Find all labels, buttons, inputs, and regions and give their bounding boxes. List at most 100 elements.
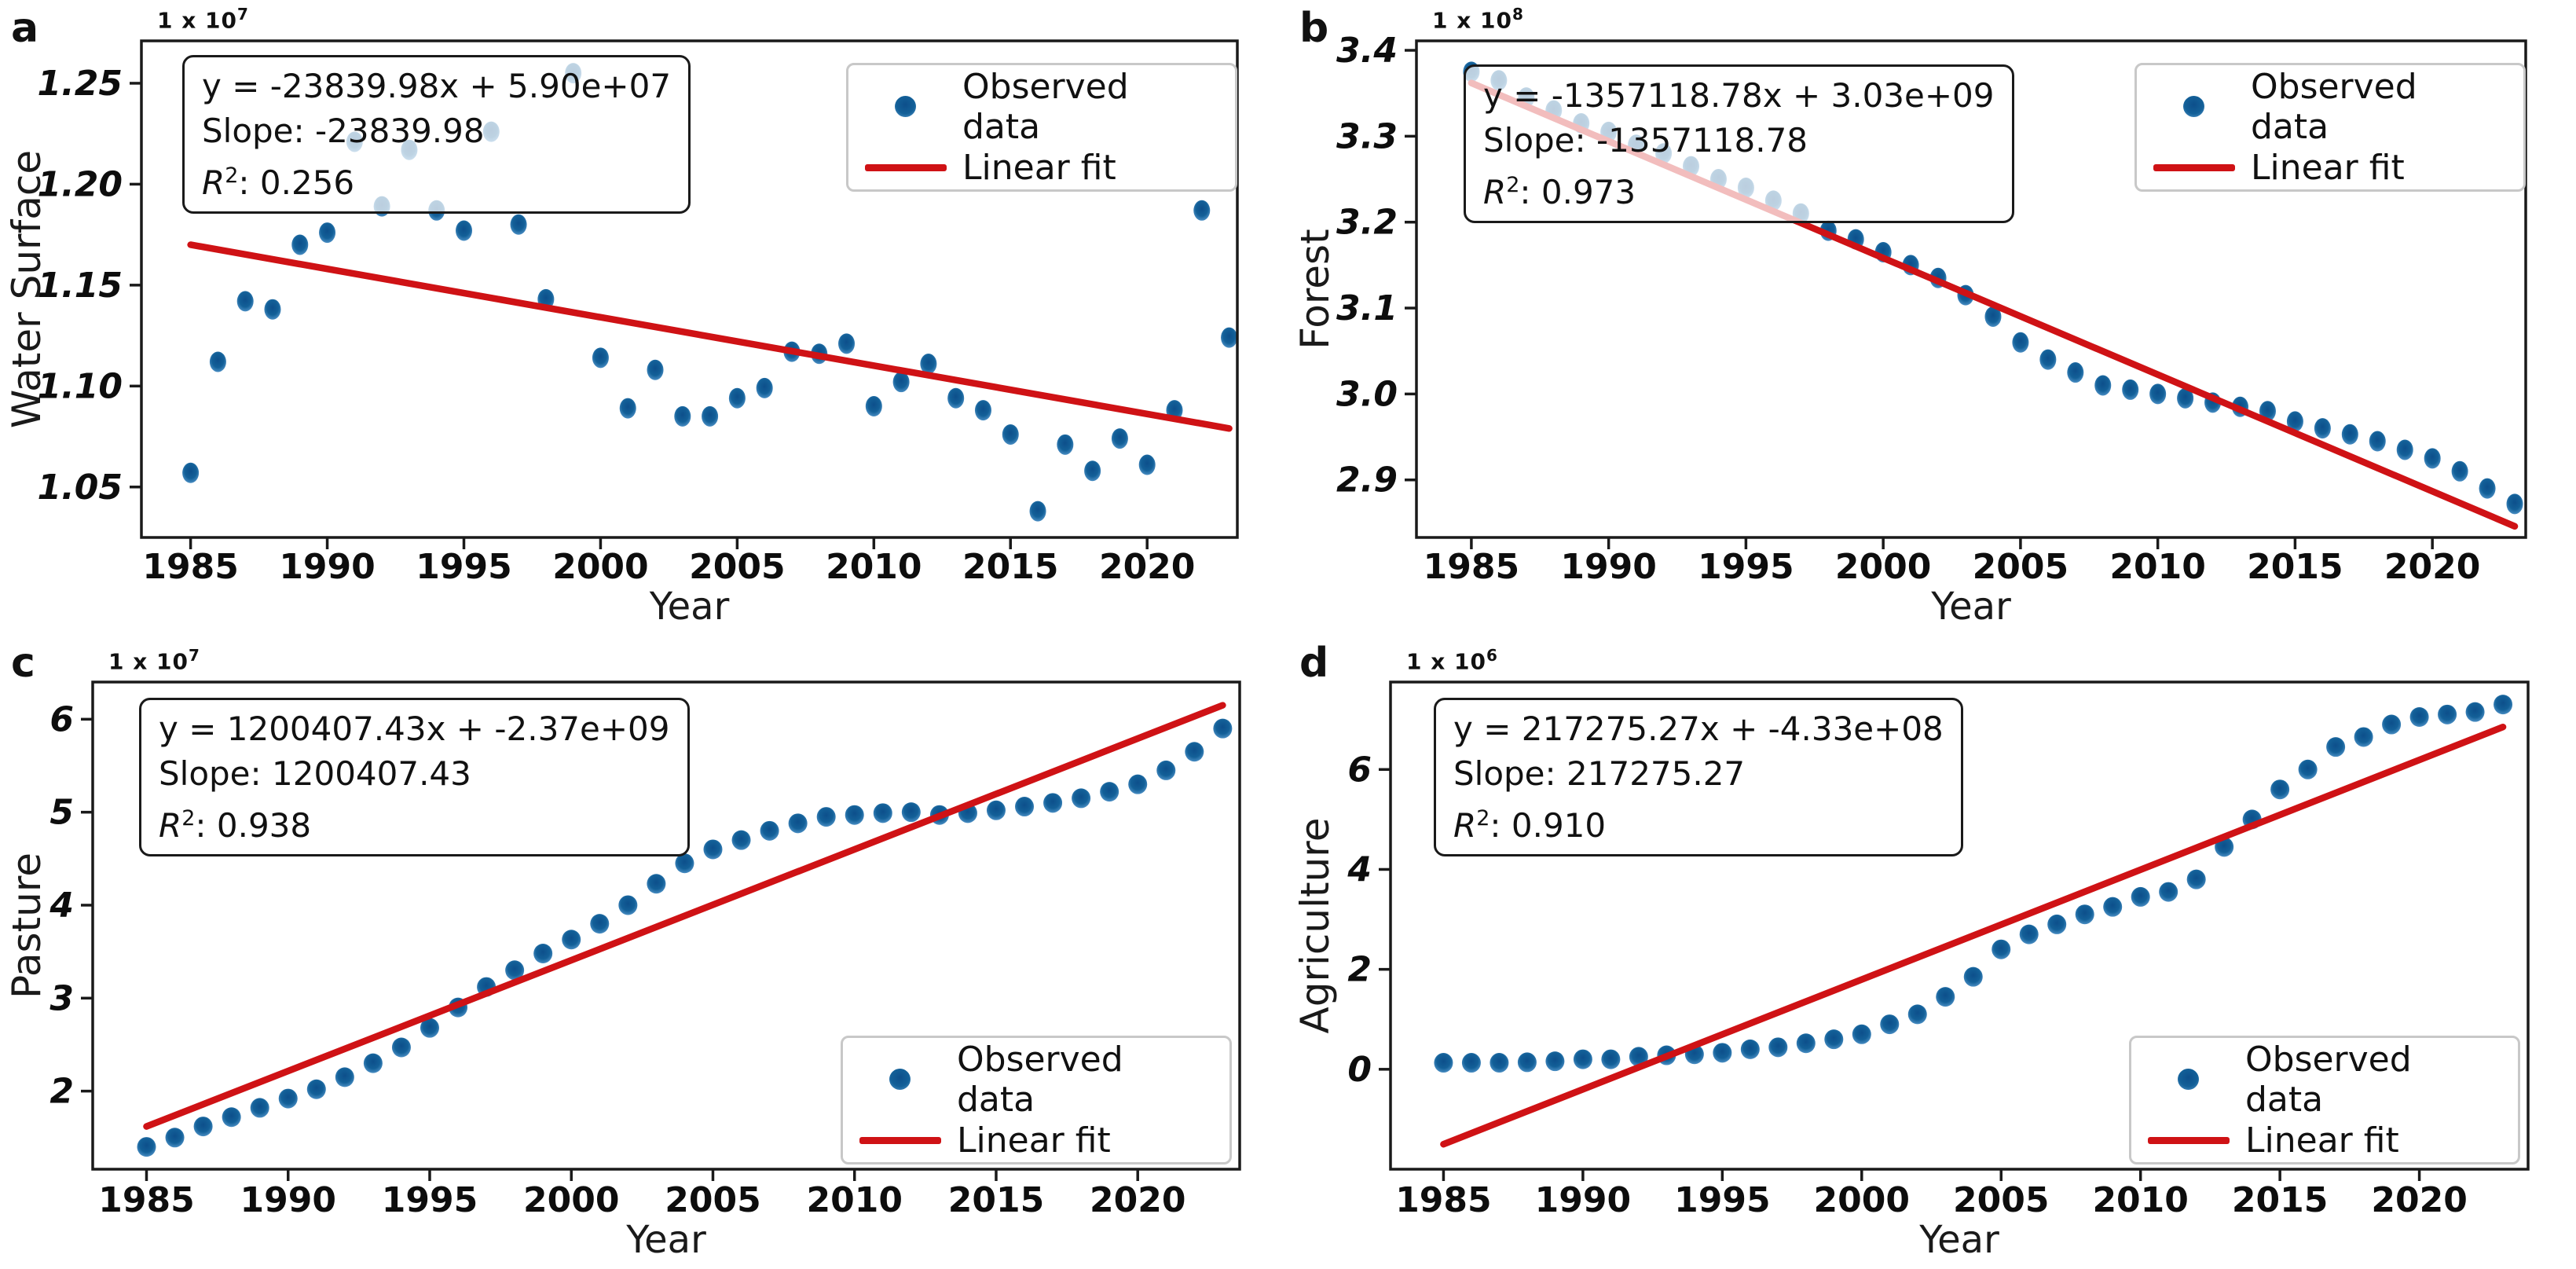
- x-axis-label: Year: [626, 1218, 706, 1262]
- r-squared-line: R2: 0.256: [202, 163, 355, 202]
- y-tick-label: 6: [49, 699, 74, 739]
- y-axis-label: Forest: [1292, 229, 1338, 350]
- scatter-point: [193, 1117, 213, 1137]
- scale-exponent: 7: [189, 646, 200, 665]
- scatter-point: [209, 351, 226, 372]
- scatter-point: [1434, 1053, 1453, 1073]
- x-axis-label: Year: [1919, 1218, 1999, 1262]
- panel-a: 1.05 1.10 1.15 1.20 1.25 1985 1990 1995 2000 2005…: [0, 0, 1288, 634]
- scatter-point: [2270, 779, 2290, 800]
- x-tick-label: 2000: [552, 547, 648, 587]
- y-tick-label: 1.05: [37, 468, 123, 508]
- scatter-point: [2067, 362, 2084, 383]
- scatter-point: [2465, 702, 2485, 722]
- scatter-point: [2075, 904, 2094, 925]
- equation-line: y = 217275.27x + -4.33e+08: [1453, 710, 1944, 748]
- scatter-point: [1213, 718, 1233, 739]
- scatter-point: [505, 960, 525, 981]
- scale-exponent: 8: [1512, 5, 1524, 24]
- y-tick-label: 1.20: [37, 164, 123, 204]
- scatter-point: [760, 820, 779, 841]
- scatter-point: [1138, 454, 1156, 475]
- scatter-point: [892, 372, 910, 393]
- scatter-point: [2047, 914, 2067, 934]
- scatter-point: [2039, 349, 2057, 370]
- scatter-point: [1193, 200, 1211, 221]
- scatter-point: [2326, 737, 2346, 757]
- scatter-point: [845, 805, 864, 825]
- r-squared-line: R2: 0.938: [159, 806, 312, 845]
- scatter-point: [1002, 424, 1019, 445]
- scatter-marker-icon: [889, 1069, 911, 1091]
- y-tick-label: 3: [49, 978, 74, 1018]
- legend: Observed data Linear fit: [2134, 63, 2526, 192]
- scatter-point: [1713, 1043, 1732, 1063]
- scatter-point: [675, 853, 694, 874]
- x-tick-label: 1990: [240, 1180, 336, 1220]
- scatter-point: [592, 347, 609, 369]
- scatter-point: [1601, 1049, 1621, 1069]
- scatter-point: [2177, 387, 2194, 409]
- r-squared-line: R2: 0.910: [1453, 806, 1607, 845]
- plot-border: [1415, 39, 2527, 539]
- panel-d: 0 2 4 6 1985 1990 1995 2000 2005 2010 2015 2020 d 1…: [1288, 635, 2576, 1269]
- y-tick-label: 3.3: [1336, 116, 1398, 156]
- scatter-point: [2479, 478, 2496, 499]
- scatter-point: [873, 803, 892, 823]
- legend: Observed data Linear fit: [846, 63, 1237, 192]
- x-axis-label: Year: [1931, 585, 2011, 629]
- scatter-point: [702, 405, 719, 427]
- panel-letter: d: [1299, 640, 1329, 687]
- plot-border: [91, 680, 1241, 1171]
- plot-pasture: 2 3 4 5 6 1985 1990 1995 2000 2005 2010 2015 2020: [49, 680, 1241, 1220]
- legend-item-observed: Observed data: [848, 67, 1235, 147]
- scatter-point: [165, 1128, 185, 1148]
- scatter-point: [335, 1067, 354, 1087]
- panel-letter: c: [11, 640, 35, 687]
- x-tick-label: 2000: [1835, 547, 1931, 587]
- scatter-marker-icon: [2183, 96, 2204, 118]
- y-tick-label: 3.1: [1336, 288, 1398, 328]
- x-tick-label: 2015: [2247, 547, 2343, 587]
- scatter-point: [2438, 704, 2457, 724]
- fit-line: [187, 241, 1233, 432]
- r-squared-line: R2: 0.973: [1483, 173, 1636, 211]
- line-marker-icon: [859, 1137, 941, 1145]
- scatter-point: [264, 299, 281, 320]
- scatter-point: [1796, 1033, 1816, 1054]
- legend-item-fit: Linear fit: [848, 148, 1235, 188]
- scatter-point: [306, 1079, 326, 1099]
- scatter-point: [1768, 1037, 1788, 1058]
- scatter-point: [1111, 428, 1128, 449]
- y-tick-label: 0: [1347, 1050, 1372, 1090]
- scatter-point: [2103, 897, 2123, 917]
- axis-scale-label: 1 x 107: [108, 646, 200, 675]
- scatter-point: [974, 400, 991, 421]
- scatter-point: [2012, 332, 2029, 353]
- scatter-point: [137, 1137, 156, 1157]
- slope-line: Slope: -1357118.78: [1483, 121, 1808, 160]
- panel-b: 2.9 3.0 3.1 3.2 3.3 3.4 1985 1990 1995 2000 2005 20…: [1288, 0, 2576, 634]
- x-tick-label: 2015: [962, 547, 1058, 587]
- plot-border: [140, 39, 1239, 539]
- scatter-point: [1128, 774, 1148, 794]
- scatter-point: [1880, 1014, 1900, 1035]
- legend-item-fit: Linear fit: [843, 1120, 1229, 1161]
- x-tick-label: 1995: [416, 547, 511, 587]
- plot-border: [1389, 680, 2530, 1171]
- y-tick-label: 6: [1347, 750, 1372, 790]
- scatter-point: [2094, 375, 2112, 396]
- scatter-point: [2298, 759, 2318, 779]
- slope-line: Slope: 1200407.43: [159, 754, 471, 793]
- y-tick-label: 2.9: [1336, 460, 1398, 501]
- scatter-point: [1740, 1039, 1760, 1059]
- scatter-point: [1852, 1024, 1871, 1044]
- x-tick-label: 1985: [1395, 1180, 1491, 1220]
- scatter-point: [788, 813, 808, 834]
- scatter-point: [1043, 793, 1063, 813]
- scatter-point: [2314, 418, 2331, 439]
- x-tick-label: 2015: [2232, 1180, 2328, 1220]
- scatter-point: [619, 398, 636, 419]
- scatter-point: [278, 1088, 298, 1109]
- y-tick-label: 4: [49, 886, 74, 926]
